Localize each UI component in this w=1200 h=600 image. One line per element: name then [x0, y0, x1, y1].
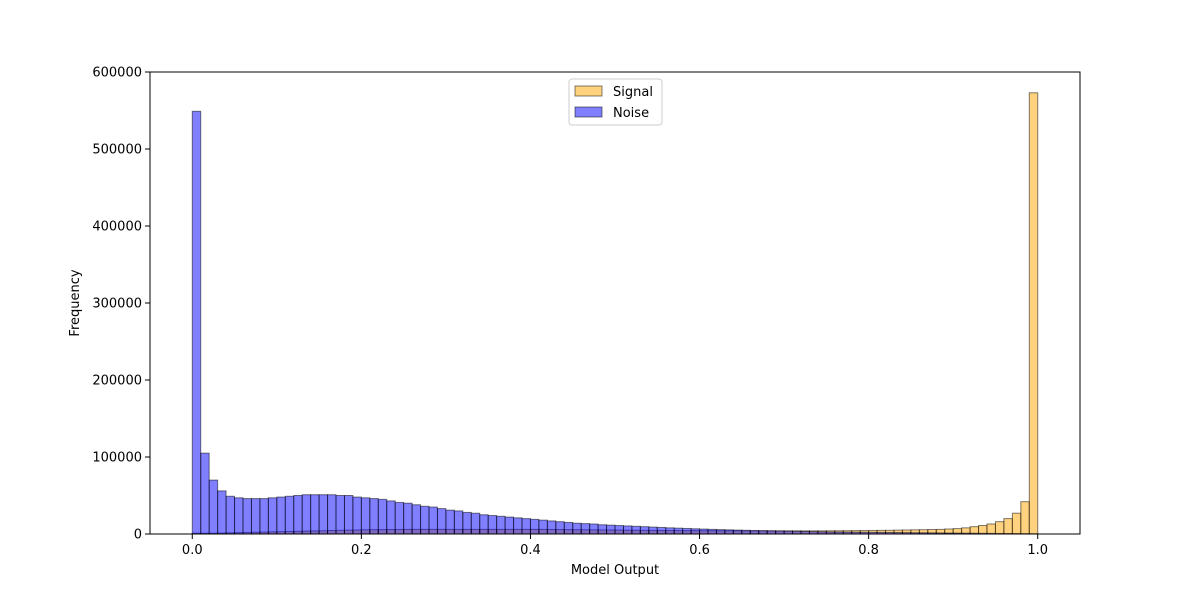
signal-bar — [994, 521, 1005, 535]
noise-bar — [631, 525, 641, 535]
noise-bar — [580, 523, 591, 535]
legend-label-signal: Signal — [613, 85, 653, 100]
signal-bar — [1003, 518, 1013, 535]
noise-bar — [420, 505, 430, 535]
legend: Signal Noise — [568, 78, 663, 126]
noise-bar — [462, 511, 472, 535]
noise-bar — [487, 515, 498, 535]
y-tick-label: 100000 — [92, 451, 142, 466]
noise-bar — [614, 525, 624, 535]
noise-bar — [546, 520, 557, 535]
noise-bar — [217, 490, 227, 535]
noise-bar — [284, 495, 295, 535]
noise-bar — [699, 528, 709, 535]
legend-label-noise: Noise — [613, 106, 649, 121]
y-tick-label: 600000 — [92, 66, 142, 81]
y-tick-label: 0 — [134, 528, 142, 543]
noise-bar — [360, 497, 371, 535]
noise-bar — [521, 518, 531, 535]
noise-bar — [741, 529, 751, 535]
noise-bar — [749, 530, 760, 535]
signal-bar — [1028, 92, 1039, 535]
legend-swatch-noise — [574, 106, 603, 118]
noise-bar — [318, 494, 329, 535]
noise-bar — [436, 508, 447, 535]
x-tick-label: 0.2 — [351, 543, 372, 558]
noise-bar — [707, 528, 717, 535]
noise-bar — [496, 515, 506, 535]
noise-bar — [529, 518, 540, 535]
noise-bar — [242, 498, 252, 535]
noise-bar — [445, 509, 455, 535]
legend-swatch-signal — [574, 85, 603, 97]
noise-bar — [715, 529, 726, 535]
noise-bar — [327, 494, 337, 535]
y-tick-label: 200000 — [92, 374, 142, 389]
x-tick-label: 0.4 — [520, 543, 541, 558]
noise-bar — [682, 527, 692, 535]
noise-bar — [563, 521, 574, 535]
noise-bar — [504, 516, 515, 535]
noise-bar — [352, 496, 362, 535]
noise-bar — [208, 479, 219, 535]
noise-bar — [648, 526, 658, 535]
x-axis-ticks: 0.0 0.2 0.4 0.6 0.8 1.0 — [182, 534, 1048, 558]
noise-bar — [538, 519, 548, 535]
noise-bar — [656, 526, 667, 535]
noise-bar — [386, 500, 396, 535]
noise-bar — [732, 529, 743, 535]
noise-bar — [293, 495, 303, 535]
signal-bar — [1011, 512, 1022, 535]
noise-bar — [377, 498, 388, 535]
noise-bar — [411, 504, 422, 535]
x-tick-label: 0.6 — [689, 543, 710, 558]
noise-bar — [200, 452, 210, 535]
y-axis-label: Frequency — [68, 269, 83, 336]
noise-bar — [622, 525, 633, 535]
noise-bar — [369, 498, 379, 535]
noise-bar — [479, 514, 489, 535]
x-axis-label: Model Output — [571, 563, 659, 578]
noise-bar — [276, 496, 286, 535]
noise-bar — [555, 521, 565, 535]
signal-bar — [978, 525, 988, 535]
noise-bar — [428, 506, 438, 535]
noise-bar — [589, 523, 599, 535]
y-axis-ticks: 0 100000 200000 300000 400000 500000 600000 — [92, 66, 150, 543]
noise-bar — [403, 502, 413, 535]
noise-bar — [301, 494, 312, 535]
noise-bar — [513, 517, 523, 535]
noise-bar — [343, 495, 354, 535]
noise-bar — [335, 495, 345, 535]
noise-bar — [572, 522, 582, 535]
noise-bar — [225, 495, 236, 535]
x-tick-label: 0.0 — [182, 543, 203, 558]
noise-bar — [470, 512, 481, 535]
noise-bar — [394, 501, 405, 535]
noise-bar — [453, 510, 464, 535]
noise-bar — [639, 526, 650, 535]
noise-bar — [234, 497, 244, 535]
noise-bar — [665, 527, 675, 535]
y-tick-label: 300000 — [92, 297, 142, 312]
noise-bar — [690, 528, 701, 535]
noise-bar — [267, 497, 278, 535]
noise-bar — [310, 494, 320, 535]
signal-bar — [986, 523, 996, 535]
noise-bar — [597, 524, 608, 535]
noise-bar — [250, 498, 261, 535]
noise-bar — [724, 529, 734, 535]
x-tick-label: 0.8 — [858, 543, 879, 558]
x-tick-label: 1.0 — [1027, 543, 1048, 558]
y-tick-label: 400000 — [92, 220, 142, 235]
noise-bar — [606, 524, 616, 535]
noise-bar — [259, 498, 269, 535]
signal-bar — [1020, 501, 1030, 535]
noise-bar — [191, 110, 202, 535]
y-tick-label: 500000 — [92, 143, 142, 158]
noise-bar — [673, 527, 684, 535]
